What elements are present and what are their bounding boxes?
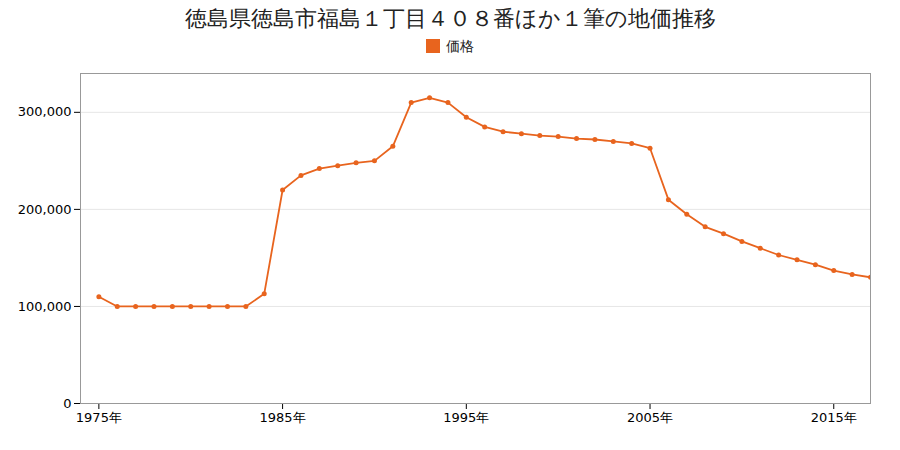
svg-text:300,000: 300,000 bbox=[18, 104, 72, 119]
html-text:徳島県徳島市福島１丁目４０８番ほか１筆の地価推移: 徳島県徳島市福島１丁目４０８番ほか１筆の地価推移 bbox=[184, 6, 716, 31]
svg-text:200,000: 200,000 bbox=[18, 202, 72, 217]
svg-text:1995年: 1995年 bbox=[443, 410, 489, 425]
svg-text:1975年: 1975年 bbox=[76, 410, 122, 425]
svg-text:1985年: 1985年 bbox=[260, 410, 306, 425]
svg-text:2005年: 2005年 bbox=[627, 410, 673, 425]
svg-text:0: 0 bbox=[63, 396, 71, 411]
html-text:価格: 価格 bbox=[446, 38, 474, 54]
svg-text:100,000: 100,000 bbox=[18, 299, 72, 314]
svg-text:2015年: 2015年 bbox=[811, 410, 857, 425]
